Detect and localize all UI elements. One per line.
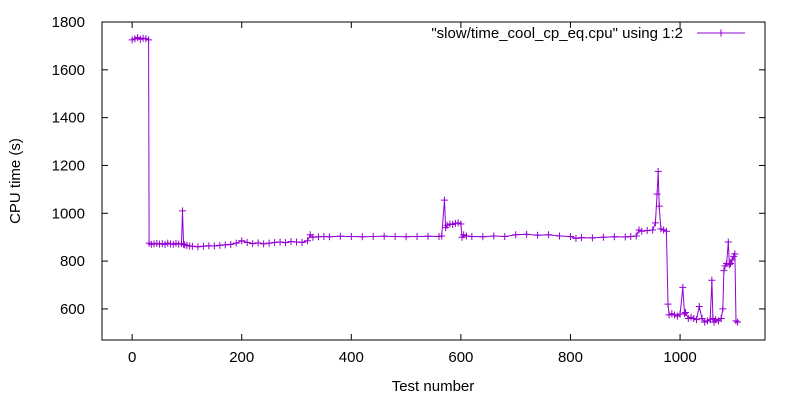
data-point (227, 240, 235, 248)
x-axis-title: Test number (392, 378, 475, 395)
data-point (336, 232, 344, 240)
data-point (653, 190, 661, 198)
data-point (468, 232, 476, 240)
y-tick-label-1200: 1200 (52, 157, 85, 174)
y-axis-title: CPU time (s) (7, 138, 24, 224)
data-point (243, 238, 251, 246)
data-point (682, 309, 690, 317)
series-line-0 (131, 36, 738, 324)
data-point (232, 239, 240, 247)
data-point (734, 318, 742, 326)
data-point (438, 232, 446, 240)
data-point (566, 232, 574, 240)
data-point (347, 232, 355, 240)
data-point (512, 231, 520, 239)
data-point (413, 232, 421, 240)
y-tick-label-1400: 1400 (52, 110, 85, 127)
data-point (490, 232, 498, 240)
data-point (424, 232, 432, 240)
data-point (610, 233, 618, 241)
data-point (577, 234, 585, 242)
x-tick-label-1000: 1000 (663, 349, 696, 366)
data-point (276, 238, 284, 246)
data-point (728, 256, 736, 264)
data-point (638, 227, 646, 235)
data-point (260, 240, 268, 248)
data-point (479, 233, 487, 241)
data-point (632, 232, 640, 240)
legend-plus-marker (717, 29, 725, 37)
data-point (731, 250, 739, 258)
data-point (651, 219, 659, 227)
x-tick-label-200: 200 (229, 349, 254, 366)
data-point (556, 232, 564, 240)
data-point (210, 242, 218, 250)
data-point (179, 207, 187, 215)
data-point (649, 226, 657, 234)
data-point (708, 276, 716, 284)
data-point (402, 233, 410, 241)
y-tick-label-800: 800 (60, 253, 85, 270)
data-point (698, 314, 706, 322)
axis-ticks (102, 21, 765, 340)
data-point (282, 239, 290, 247)
data-point (693, 316, 701, 324)
data-point (679, 283, 687, 291)
y-tick-label-1600: 1600 (52, 62, 85, 79)
data-point (265, 239, 273, 247)
data-point (238, 237, 246, 245)
data-point (662, 227, 670, 235)
data-point (654, 167, 662, 175)
data-point (501, 232, 509, 240)
data-point (720, 267, 728, 275)
data-point (380, 232, 388, 240)
series-markers-0 (128, 34, 742, 326)
axis-tick-labels: 0 200 400 600 800 1000 600 800 1000 1200 1400 1600 1… (52, 14, 697, 366)
data-point (254, 239, 262, 247)
data-point (572, 234, 580, 242)
data-point (298, 238, 306, 246)
series-group (128, 34, 742, 326)
data-point (325, 233, 333, 241)
data-point (724, 238, 732, 246)
plot-frame (101, 21, 766, 341)
data-point (655, 202, 663, 210)
data-point (249, 240, 257, 248)
data-point (534, 231, 542, 239)
data-point (719, 305, 727, 313)
data-point (680, 310, 688, 318)
legend: "slow/time_cool_cp_eq.cpu" using 1:2 (431, 25, 745, 42)
y-tick-label-1800: 1800 (52, 14, 85, 31)
data-point (303, 237, 311, 245)
data-point (695, 303, 703, 311)
x-tick-label-800: 800 (558, 349, 583, 366)
data-point (523, 230, 531, 238)
x-tick-label-0: 0 (128, 349, 136, 366)
data-point (545, 231, 553, 239)
data-point (440, 196, 448, 204)
data-point (391, 232, 399, 240)
data-point (599, 233, 607, 241)
data-point (664, 300, 672, 308)
data-point (732, 317, 740, 325)
x-tick-label-600: 600 (448, 349, 473, 366)
data-point (717, 314, 725, 322)
y-tick-label-600: 600 (60, 301, 85, 318)
data-point (588, 234, 596, 242)
data-point (725, 261, 733, 269)
data-point (726, 259, 734, 267)
legend-label: "slow/time_cool_cp_eq.cpu" using 1:2 (431, 25, 683, 42)
x-tick-label-400: 400 (339, 349, 364, 366)
data-point (358, 233, 366, 241)
y-tick-label-1000: 1000 (52, 205, 85, 222)
data-point (457, 220, 465, 228)
data-point (369, 232, 377, 240)
data-point (145, 36, 153, 44)
